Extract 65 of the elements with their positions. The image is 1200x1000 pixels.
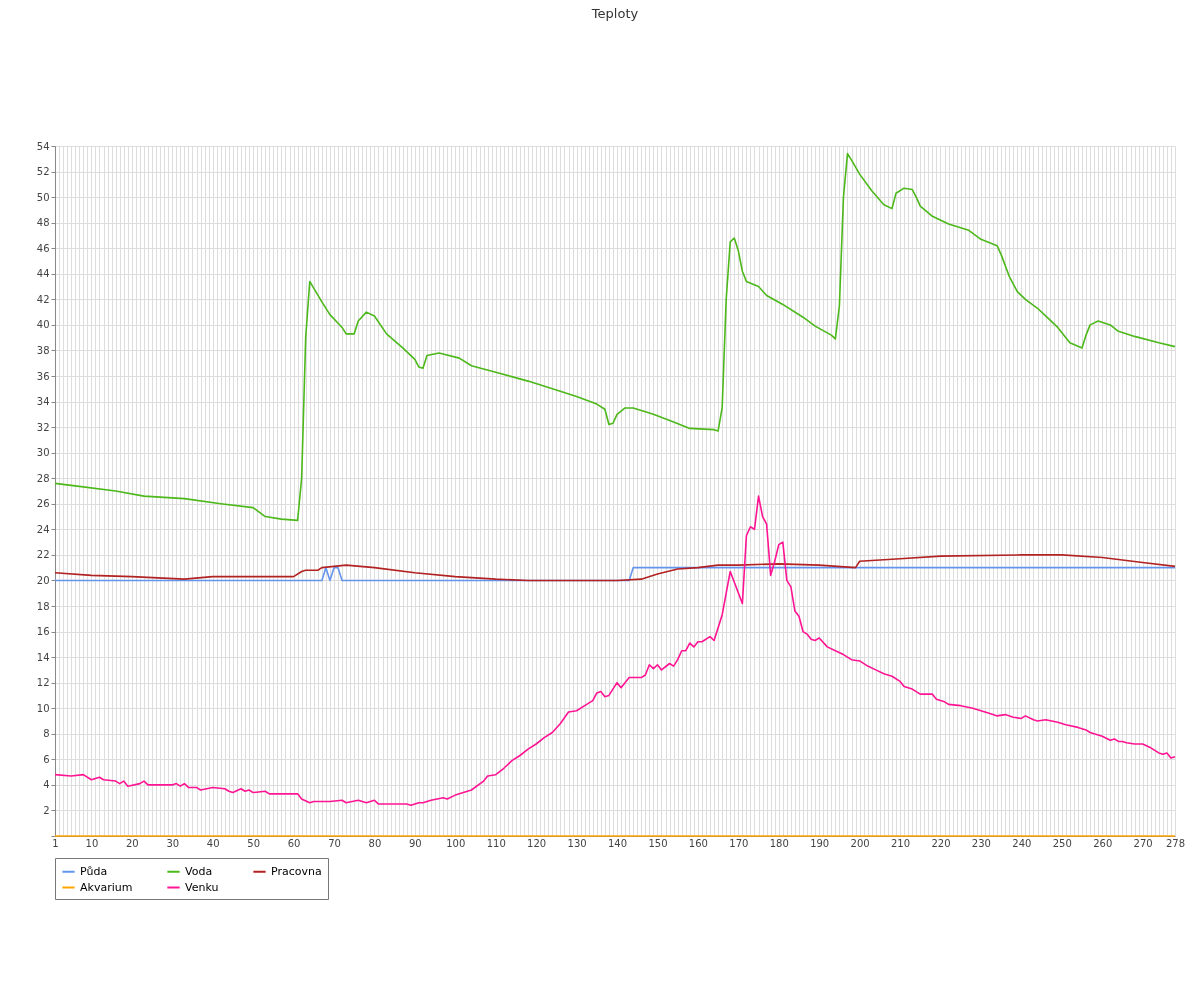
y-tick-label: 46 [36, 242, 50, 254]
y-tick-label: 40 [36, 319, 50, 331]
x-tick-label: 100 [446, 837, 466, 849]
x-tick-label: 140 [607, 837, 628, 849]
y-tick-label: 24 [36, 523, 50, 535]
legend-label: Půda [80, 864, 108, 878]
x-tick-label: 50 [247, 837, 260, 849]
y-tick-label: 34 [36, 396, 50, 408]
y-tick-label: 12 [36, 677, 50, 689]
y-tick-label: 42 [36, 293, 50, 305]
y-tick-label: 22 [36, 549, 50, 561]
x-tick-label: 80 [368, 837, 382, 849]
y-tick-label: 4 [43, 779, 50, 791]
x-tick-label: 150 [648, 837, 668, 849]
y-tick-label: 26 [36, 498, 50, 510]
legend-label: Akvarium [80, 880, 133, 894]
y-tick-label: 2 [43, 804, 50, 816]
x-tick-label: 230 [971, 837, 991, 849]
y-tick-label: 6 [43, 753, 50, 765]
x-tick-label: 70 [328, 837, 341, 849]
line-series [54, 152, 1176, 522]
x-tick-label: 170 [729, 837, 749, 849]
x-tick-label: 160 [688, 837, 708, 849]
y-tick-label: 10 [36, 702, 50, 714]
x-tick-label: 120 [527, 837, 547, 849]
y-tick-label: 52 [36, 166, 50, 178]
y-tick-label: 20 [36, 574, 50, 586]
x-tick-label: 260 [1093, 837, 1113, 849]
x-tick-label: 190 [810, 837, 830, 849]
x-tick-label: 220 [931, 837, 951, 849]
y-tick-label: 32 [36, 421, 50, 433]
x-tick-label: 240 [1012, 837, 1032, 849]
line-series [54, 554, 1176, 582]
y-tick-label: 28 [36, 472, 50, 484]
legend-label: Venku [185, 880, 219, 894]
x-tick-label: 130 [567, 837, 587, 849]
x-tick-label: 250 [1052, 837, 1072, 849]
y-tick-label: 38 [36, 344, 50, 356]
x-tick-label: 110 [486, 837, 506, 849]
x-tick-label: 40 [206, 837, 220, 849]
x-tick-label: 200 [850, 837, 870, 849]
x-tick-label: 210 [891, 837, 911, 849]
x-tick-label: 60 [287, 837, 301, 849]
y-tick-label: 16 [36, 626, 50, 638]
x-tick-label: 20 [125, 837, 139, 849]
y-tick-label: 48 [36, 217, 50, 229]
y-tick-label: 54 [36, 140, 50, 152]
x-tick-label: 90 [408, 837, 422, 849]
x-tick-label: 30 [166, 837, 180, 849]
x-tick-label: 278 [1165, 837, 1186, 849]
y-tick-label: 14 [36, 651, 50, 663]
line-series [54, 495, 1176, 807]
x-tick-label: 270 [1133, 837, 1153, 849]
y-tick-label: 44 [36, 268, 50, 280]
y-tick-label: 36 [36, 370, 50, 382]
y-tick-label: 30 [36, 447, 50, 459]
legend-label: Voda [185, 864, 213, 878]
x-tick-label: 1 [52, 837, 59, 849]
y-tick-label: 50 [36, 191, 50, 203]
y-tick-label: 18 [36, 600, 50, 612]
legend-label: Pracovna [271, 864, 322, 878]
chart-title: Teploty [590, 6, 639, 21]
x-tick-label: 10 [85, 837, 99, 849]
y-tick-label: 8 [43, 728, 50, 740]
x-tick-label: 180 [769, 837, 789, 849]
